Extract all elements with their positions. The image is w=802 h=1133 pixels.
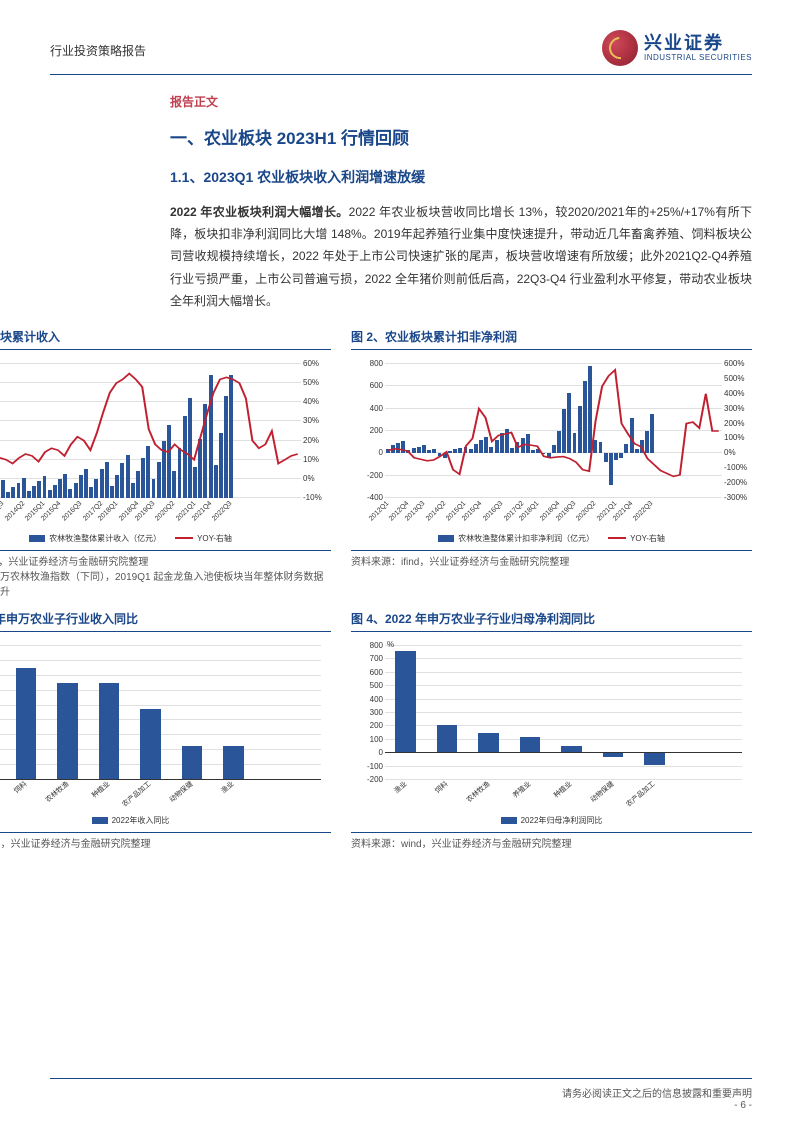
- chart-4: 图 4、2022 年申万农业子行业归母净利润同比 -200-1000100200…: [351, 610, 752, 852]
- chart-4-plot: -200-1000100200300400500600700800%渔业饲料农林…: [351, 638, 752, 828]
- chart-1: 图 1、农业板块累计收入 020004000600080001000012000…: [0, 328, 331, 600]
- chart-3-plot: 024681012141618%养殖业饲料农林牧渔种植业农产品加工动物保健渔业2…: [0, 638, 331, 828]
- paragraph-bold: 2022 年农业板块利润大幅增长。: [170, 205, 349, 219]
- page-header: 行业投资策略报告 兴业证券 INDUSTRIAL SECURITIES: [50, 30, 752, 75]
- paragraph: 2022 年农业板块利润大幅增长。2022 年农业板块营收同比增长 13%，较2…: [170, 201, 752, 312]
- report-type: 行业投资策略报告: [50, 30, 146, 59]
- heading-2: 1.1、2023Q1 农业板块收入利润增速放缓: [170, 167, 752, 187]
- chart-2-source: 资料来源：ifind，兴业证券经济与金融研究院整理: [351, 550, 752, 570]
- chart-2-title: 图 2、农业板块累计扣非净利润: [351, 328, 752, 350]
- chart-1-source: 资料来源：ifind，兴业证券经济与金融研究院整理 注：样本包括申万农林牧渔指数…: [0, 550, 331, 600]
- chart-3-source: 资料来源：wind，兴业证券经济与金融研究院整理: [0, 832, 331, 852]
- company-logo: 兴业证券 INDUSTRIAL SECURITIES: [602, 30, 752, 66]
- footer-disclaimer: 请务必阅读正文之后的信息披露和重要声明: [562, 1085, 752, 1100]
- chart-2-plot: -400-2000200400600800-300%-200%-100%0%10…: [351, 356, 752, 546]
- chart-4-source: 资料来源：wind，兴业证券经济与金融研究院整理: [351, 832, 752, 852]
- section-tag: 报告正文: [170, 93, 752, 110]
- chart-1-plot: 02000400060008000100001200014000-10%0%10…: [0, 356, 331, 546]
- page-footer: 请务必阅读正文之后的信息披露和重要声明 - 6 -: [50, 1078, 752, 1111]
- chart-4-title: 图 4、2022 年申万农业子行业归母净利润同比: [351, 610, 752, 632]
- footer-page: - 6 -: [562, 1100, 752, 1111]
- logo-en: INDUSTRIAL SECURITIES: [644, 54, 752, 63]
- paragraph-rest: 2022 年农业板块营收同比增长 13%，较2020/2021年的+25%/+1…: [170, 205, 752, 308]
- chart-3: 图 3、2022 年申万农业子行业收入同比 024681012141618%养殖…: [0, 610, 331, 852]
- chart-1-title: 图 1、农业板块累计收入: [0, 328, 331, 350]
- logo-icon: [602, 30, 638, 66]
- chart-2: 图 2、农业板块累计扣非净利润 -400-2000200400600800-30…: [351, 328, 752, 600]
- heading-1: 一、农业板块 2023H1 行情回顾: [170, 124, 752, 149]
- logo-cn: 兴业证券: [644, 34, 752, 54]
- chart-3-title: 图 3、2022 年申万农业子行业收入同比: [0, 610, 331, 632]
